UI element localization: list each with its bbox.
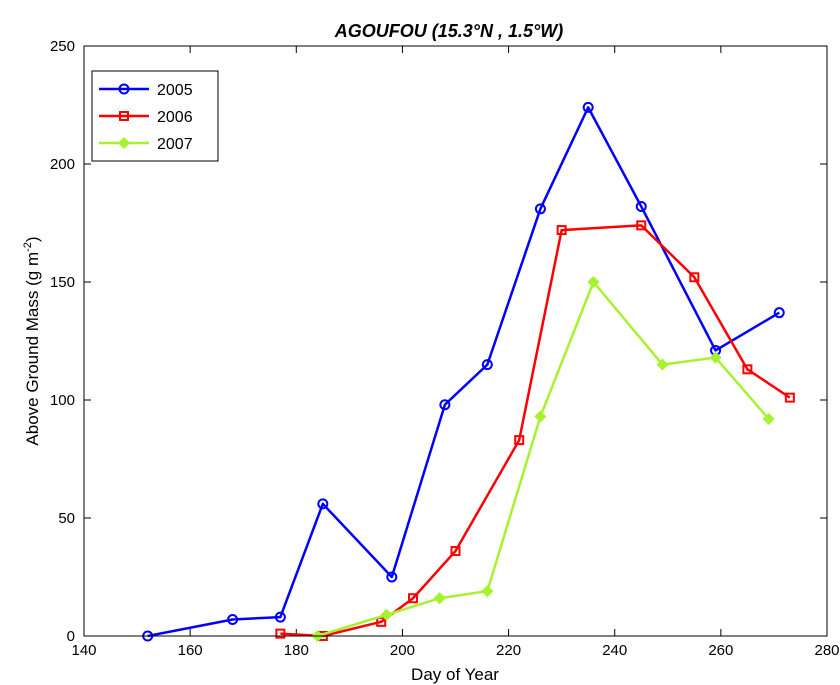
y-tick-label: 150 (50, 274, 75, 291)
x-tick-label: 240 (602, 642, 627, 659)
x-tick-label: 200 (390, 642, 415, 659)
data-point (762, 412, 775, 425)
legend-label: 2007 (157, 136, 193, 153)
x-tick-label: 180 (284, 642, 309, 659)
x-tick-label: 220 (496, 642, 521, 659)
series-2007 (311, 275, 775, 643)
y-tick-label: 0 (67, 628, 75, 645)
series-line (147, 106, 780, 638)
data-point (433, 592, 446, 605)
data-point (709, 351, 722, 364)
y-tick-label: 250 (50, 38, 75, 55)
data-point (587, 275, 600, 289)
data-point (773, 307, 785, 319)
data-point (275, 628, 286, 639)
legend-label: 2006 (157, 109, 193, 126)
y-axis-label-superscript: -2 (22, 242, 34, 252)
x-tick-label: 260 (708, 642, 733, 659)
legend-marker (117, 136, 131, 150)
data-point (656, 358, 669, 371)
data-point (534, 410, 547, 423)
series-layer (142, 101, 795, 643)
legend-entry: 2007 (99, 136, 193, 153)
x-tick-label: 140 (71, 642, 96, 659)
y-tick-label: 200 (50, 156, 75, 173)
data-point (481, 359, 493, 371)
data-point (380, 608, 393, 621)
data-point (481, 585, 494, 598)
chart-title: AGOUFOU (15.3°N , 1.5°W) (334, 21, 563, 41)
data-point (386, 571, 398, 583)
data-point (408, 593, 419, 604)
x-tick-label: 160 (178, 642, 203, 659)
legend: 2005 2006 2007 (91, 70, 219, 162)
data-point (689, 272, 700, 283)
y-axis-label-close: ) (23, 236, 42, 242)
legend-marker (119, 111, 129, 121)
plot-frame (83, 45, 828, 637)
legend-entry: 2005 (99, 82, 193, 99)
y-axis-label-main: Above Ground Mass (g m (23, 252, 42, 446)
series-line (280, 224, 791, 638)
data-point (742, 364, 753, 375)
y-axis-label: Above Ground Mass (g m-2) (22, 236, 42, 445)
data-point (317, 498, 329, 510)
data-point (514, 435, 525, 446)
legend-label: 2005 (157, 82, 193, 99)
data-point (450, 546, 461, 557)
y-tick-label: 100 (50, 392, 75, 409)
x-tick-label: 280 (814, 642, 839, 659)
legend-marker (118, 83, 130, 95)
data-point (582, 101, 594, 113)
y-tick-label: 50 (58, 510, 75, 527)
data-point (556, 225, 567, 236)
data-point (376, 616, 387, 627)
legend-entry: 2006 (99, 109, 193, 126)
data-point (636, 220, 647, 231)
x-axis-label: Day of Year (411, 665, 499, 684)
data-point (439, 399, 451, 411)
y-tick-labels: 0 50 100 150 200 250 (50, 38, 75, 645)
data-point (274, 611, 286, 623)
data-point (534, 203, 546, 215)
x-tick-labels: 140 160 180 200 220 240 260 280 (71, 642, 839, 659)
series-2005 (142, 101, 785, 642)
data-point (784, 392, 795, 403)
data-point (227, 613, 239, 625)
data-point (635, 200, 647, 212)
